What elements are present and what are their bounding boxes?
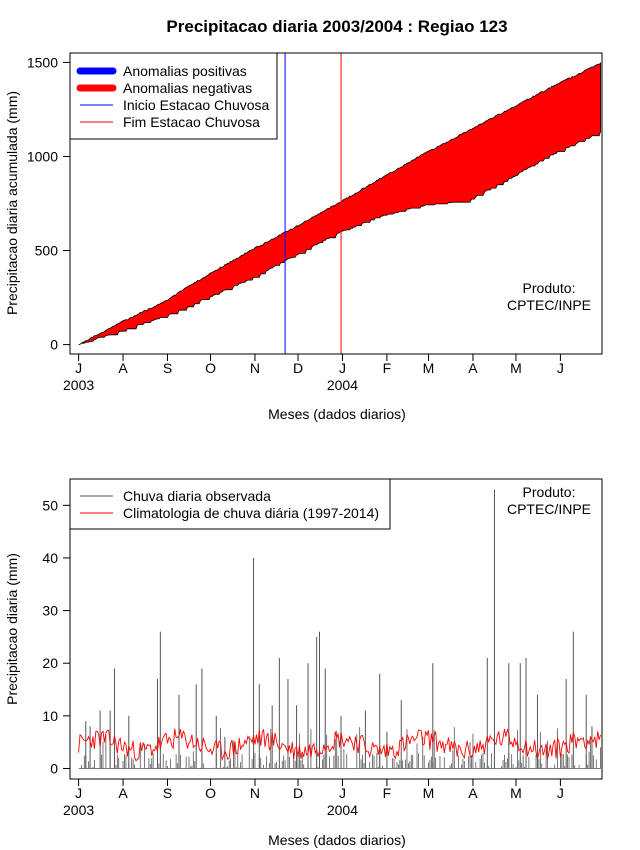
legend-label-negative: Anomalias negativas xyxy=(123,80,252,96)
daily-series-layer xyxy=(78,489,602,769)
y-axis: 0 500 1000 1500 xyxy=(27,54,71,353)
x-tick-label: F xyxy=(383,360,392,376)
y-tick-label: 1000 xyxy=(27,148,58,164)
x-axis-label: Meses (dados diarios) xyxy=(268,406,406,422)
y-tick-label: 0 xyxy=(50,337,58,353)
year-label: 2003 xyxy=(63,377,94,393)
y-tick-label: 50 xyxy=(42,497,58,513)
season-lines xyxy=(284,53,342,354)
x-tick-label: D xyxy=(293,360,303,376)
legend-box xyxy=(69,478,391,530)
annotation-line-1: Produto: xyxy=(523,280,576,296)
year-label: 2004 xyxy=(327,802,358,818)
x-tick-label: O xyxy=(205,785,216,801)
annotation-line-1: Produto: xyxy=(523,484,576,500)
x-tick-label: M xyxy=(423,360,435,376)
annotation-line-2: CPTEC/INPE xyxy=(507,501,591,517)
x-tick-label: S xyxy=(163,785,172,801)
x-tick-label: A xyxy=(118,785,128,801)
y-tick-label: 0 xyxy=(50,760,58,776)
legend: Chuva diaria observada Climatologia de c… xyxy=(69,478,391,530)
y-tick-label: 10 xyxy=(42,708,58,724)
x-tick-label: N xyxy=(250,360,260,376)
negative-anomaly-area xyxy=(78,62,601,345)
anomaly-fill-layer xyxy=(78,62,601,345)
x-tick-label: N xyxy=(250,785,260,801)
x-tick-label: J xyxy=(75,785,82,801)
x-tick-label: D xyxy=(293,785,303,801)
y-axis-label: Precipitacao diaria (mm) xyxy=(4,553,20,705)
x-tick-label: A xyxy=(118,360,128,376)
x-tick-label: M xyxy=(510,360,522,376)
y-tick-label: 20 xyxy=(42,655,58,671)
x-tick-label: J xyxy=(557,360,564,376)
legend: Anomalias positivas Anomalias negativas … xyxy=(69,52,278,140)
x-tick-label: S xyxy=(163,360,172,376)
x-tick-label: A xyxy=(468,360,478,376)
y-tick-label: 40 xyxy=(42,550,58,566)
climatology-line xyxy=(78,728,602,762)
x-tick-label: J xyxy=(557,785,564,801)
legend-label-start: Inicio Estacao Chuvosa xyxy=(123,97,270,113)
y-tick-label: 1500 xyxy=(27,54,58,70)
x-tick-label: J xyxy=(339,360,346,376)
year-label: 2003 xyxy=(63,802,94,818)
year-label: 2004 xyxy=(327,377,358,393)
y-tick-label: 30 xyxy=(42,603,58,619)
legend-label-end: Fim Estacao Chuvosa xyxy=(123,114,260,130)
x-axis-label: Meses (dados diarios) xyxy=(268,832,406,848)
x-tick-label: M xyxy=(423,785,435,801)
x-tick-label: F xyxy=(383,785,392,801)
x-tick-label: J xyxy=(339,785,346,801)
x-tick-label: J xyxy=(75,360,82,376)
chart-title: Precipitacao diaria 2003/2004 : Regiao 1… xyxy=(166,17,507,36)
x-tick-label: A xyxy=(468,785,478,801)
y-axis: 0 10 20 30 40 50 xyxy=(42,497,71,776)
x-tick-label: O xyxy=(205,360,216,376)
annotation-line-2: CPTEC/INPE xyxy=(507,297,591,313)
legend-box xyxy=(69,52,278,140)
legend-label-climatology: Climatologia de chuva diária (1997-2014) xyxy=(123,505,379,521)
y-axis-label: Precipitacao diaria acumulada (mm) xyxy=(4,91,20,315)
x-tick-label: M xyxy=(510,785,522,801)
legend-label-positive: Anomalias positivas xyxy=(123,63,247,79)
legend-label-observed: Chuva diaria observada xyxy=(123,488,271,504)
y-tick-label: 500 xyxy=(35,243,59,259)
